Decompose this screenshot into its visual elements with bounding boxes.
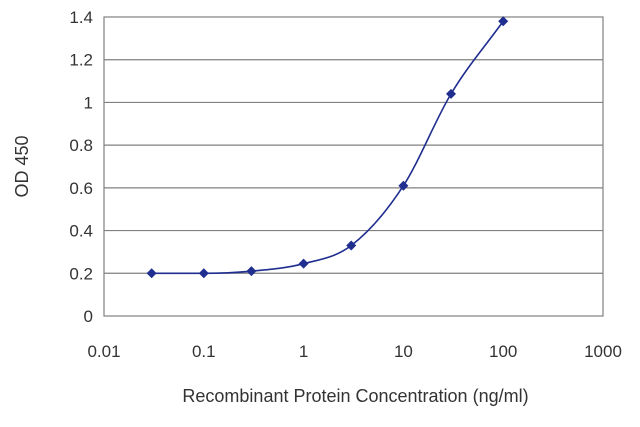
y-axis-title: OD 450 (12, 135, 32, 197)
data-markers (146, 16, 509, 279)
y-tick-label: 1.4 (69, 8, 93, 27)
y-tick-label: 0.8 (69, 136, 93, 155)
x-tick-label: 10 (394, 342, 413, 361)
data-point (498, 16, 509, 27)
x-tick-label: 100 (489, 342, 517, 361)
y-tick-label: 1.2 (69, 51, 93, 70)
data-point (198, 268, 209, 279)
x-axis-title: Recombinant Protein Concentration (ng/ml… (182, 386, 528, 406)
x-tick-label: 0.01 (87, 342, 120, 361)
data-point (298, 258, 309, 269)
x-tick-label: 1000 (584, 342, 622, 361)
plot-area (103, 16, 604, 317)
data-point (246, 266, 257, 277)
gridlines (104, 59, 603, 274)
data-point (346, 240, 357, 251)
y-tick-label: 1 (84, 93, 93, 112)
data-point (398, 180, 409, 191)
x-axis-ticks: 0.01 0.1 1 10 100 1000 (87, 342, 621, 361)
data-point (146, 268, 157, 279)
x-tick-label: 0.1 (192, 342, 216, 361)
y-tick-label: 0 (84, 307, 93, 326)
y-tick-label: 0.2 (69, 264, 93, 283)
y-tick-label: 0.4 (69, 222, 93, 241)
series-curve (151, 20, 504, 275)
y-tick-label: 0.6 (69, 179, 93, 198)
data-point (446, 88, 457, 99)
x-tick-label: 1 (299, 342, 308, 361)
y-axis-ticks: 0 0.2 0.4 0.6 0.8 1 1.2 1.4 (69, 8, 93, 326)
